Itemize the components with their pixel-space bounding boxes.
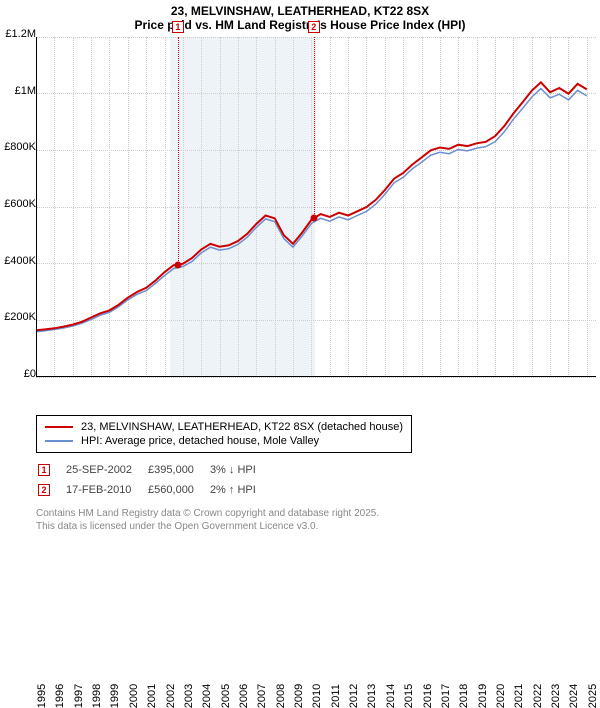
legend-item-property: 23, MELVINSHAW, LEATHERHEAD, KT22 8SX (d… [45,420,403,434]
y-tick-label: £400K [4,255,36,267]
x-tick-label: 2009 [293,684,305,708]
x-tick-label: 2010 [311,684,323,708]
x-tick-label: 2019 [477,684,489,708]
x-tick-label: 2015 [403,684,415,708]
y-tick-label: £600K [4,198,36,210]
x-tick-label: 2022 [532,684,544,708]
x-tick-label: 2002 [165,684,177,708]
sale-marker-2: 2 [308,21,320,33]
x-tick-label: 1997 [73,684,85,708]
x-tick-label: 2016 [422,684,434,708]
title-line-1: 23, MELVINSHAW, LEATHERHEAD, KT22 8SX [0,4,600,18]
x-tick-label: 2012 [348,684,360,708]
x-tick-label: 1995 [36,684,48,708]
x-tick-label: 2001 [146,684,158,708]
legend-swatch-hpi [45,440,73,442]
title-line-2: Price paid vs. HM Land Registry's House … [0,18,600,32]
x-tick-label: 2018 [458,684,470,708]
axes [36,37,596,377]
sale-price: £395,000 [148,461,208,479]
sale-date: 25-SEP-2002 [66,461,146,479]
sale-price: £560,000 [148,481,208,499]
x-tick-label: 2005 [220,684,232,708]
sale-marker-1: 1 [172,21,184,33]
sale-row-marker-2: 2 [38,484,50,496]
y-tick-label: £0 [24,368,36,380]
y-tick-label: £1.2M [5,28,36,40]
legend-box: 23, MELVINSHAW, LEATHERHEAD, KT22 8SX (d… [36,415,412,453]
chart-plot-area: 12 [36,37,596,377]
y-tick-label: £800K [4,141,36,153]
x-tick-label: 1996 [54,684,66,708]
sales-table: 1 25-SEP-2002£395,0003% ↓ HPI 2 17-FEB-2010… [36,459,272,501]
sale-row-1: 1 25-SEP-2002£395,0003% ↓ HPI [38,461,270,479]
legend-label-property: 23, MELVINSHAW, LEATHERHEAD, KT22 8SX (d… [81,421,403,433]
footer-line-2: This data is licensed under the Open Gov… [36,520,600,533]
chart-title-block: 23, MELVINSHAW, LEATHERHEAD, KT22 8SX Pr… [0,0,600,35]
x-tick-label: 2020 [495,684,507,708]
x-tick-label: 1999 [109,684,121,708]
x-tick-label: 2025 [587,684,599,708]
x-tick-label: 1998 [91,684,103,708]
x-tick-label: 2008 [275,684,287,708]
sale-delta: 3% ↓ HPI [210,461,270,479]
sale-row-marker-1: 1 [38,464,50,476]
x-tick-label: 2013 [366,684,378,708]
legend-item-hpi: HPI: Average price, detached house, Mole… [45,434,403,448]
x-tick-label: 2003 [183,684,195,708]
x-tick-label: 2004 [201,684,213,708]
sale-date: 17-FEB-2010 [66,481,146,499]
x-tick-label: 2006 [238,684,250,708]
y-tick-label: £1M [15,85,36,97]
x-tick-label: 2014 [385,684,397,708]
sale-delta: 2% ↑ HPI [210,481,270,499]
legend-label-hpi: HPI: Average price, detached house, Mole… [81,435,319,447]
x-tick-label: 2023 [550,684,562,708]
x-tick-label: 2000 [128,684,140,708]
sale-row-2: 2 17-FEB-2010£560,0002% ↑ HPI [38,481,270,499]
x-tick-label: 2017 [440,684,452,708]
x-tick-label: 2024 [568,684,580,708]
footer-line-1: Contains HM Land Registry data © Crown c… [36,507,600,520]
y-tick-label: £200K [4,311,36,323]
legend-swatch-property [45,426,73,428]
x-tick-label: 2021 [513,684,525,708]
x-tick-label: 2007 [256,684,268,708]
x-tick-label: 2011 [330,684,342,708]
footer-attribution: Contains HM Land Registry data © Crown c… [36,507,600,533]
